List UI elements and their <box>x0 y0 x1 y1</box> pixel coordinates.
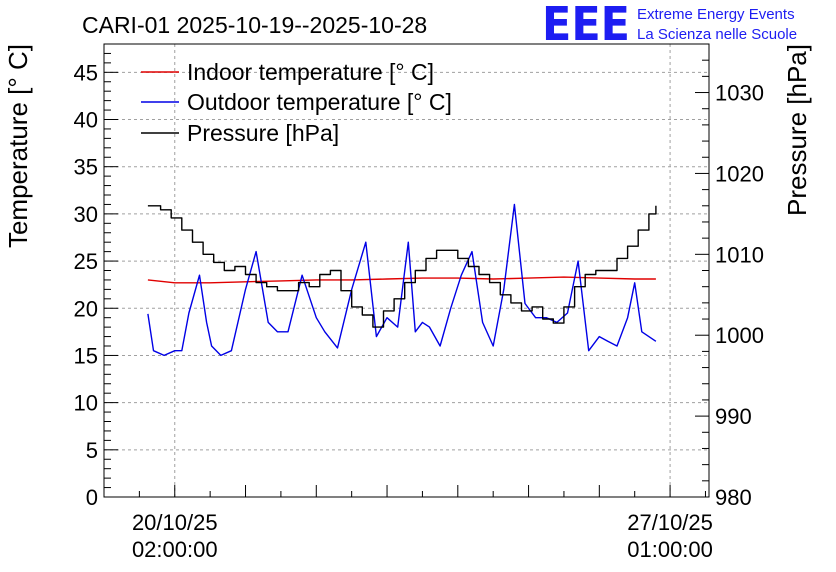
logo-line1: Extreme Energy Events <box>637 6 795 23</box>
x-tick-label-date: 27/10/25 <box>627 510 713 535</box>
y2-tick-label: 1010 <box>715 242 764 267</box>
series-line-indoor-temperature <box>147 276 656 284</box>
y-tick-label: 10 <box>74 391 98 416</box>
plot-series <box>147 203 657 357</box>
logo-letters: EEE <box>542 0 630 51</box>
y-tick-label: 5 <box>86 438 98 463</box>
y-tick-label: 25 <box>74 249 98 274</box>
y2-tick-label: 1000 <box>715 323 764 348</box>
chart-title: CARI-01 2025-10-19--2025-10-28 <box>82 12 427 38</box>
grid-lines <box>104 44 709 497</box>
axes: 0 5 10 15 20 25 30 35 40 45 980 990 1000 1010 1020 1030… <box>74 43 764 562</box>
y2-tick-label: 980 <box>715 485 752 510</box>
series-line-pressure <box>147 205 657 328</box>
legend: Indoor temperature [° C] Outdoor tempera… <box>141 59 452 146</box>
eee-logo: EEE Extreme Energy Events La Scienza nel… <box>542 0 797 51</box>
legend-label-outdoor: Outdoor temperature [° C] <box>187 89 452 115</box>
legend-label-pressure: Pressure [hPa] <box>187 120 339 146</box>
y-tick-label: 15 <box>74 343 98 368</box>
y2-tick-label: 990 <box>715 404 752 429</box>
y2-tick-label: 1030 <box>715 81 764 106</box>
y-tick-label: 20 <box>74 296 98 321</box>
y2-axis-title: Pressure [hPa] <box>782 44 812 216</box>
y-axis-title: Temperature [° C] <box>3 44 33 248</box>
y-tick-label: 45 <box>74 60 98 85</box>
x-tick-label-time: 02:00:00 <box>132 537 218 562</box>
x-tick-label-time: 01:00:00 <box>627 537 713 562</box>
y-tick-label: 30 <box>74 202 98 227</box>
x-tick-label-date: 20/10/25 <box>132 510 218 535</box>
legend-label-indoor: Indoor temperature [° C] <box>187 59 434 85</box>
series-line-outdoor-temperature <box>147 203 657 357</box>
y2-tick-label: 1020 <box>715 161 764 186</box>
y-tick-label: 0 <box>86 485 98 510</box>
logo-line2: La Scienza nelle Scuole <box>637 26 797 43</box>
y-tick-label: 40 <box>74 108 98 133</box>
y-tick-label: 35 <box>74 155 98 180</box>
